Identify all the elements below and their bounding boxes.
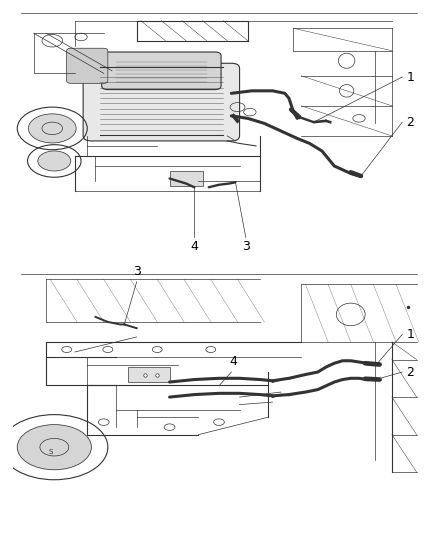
Bar (170, 171, 202, 186)
Text: S: S (48, 449, 53, 455)
Text: 4: 4 (230, 356, 237, 368)
Text: 1: 1 (406, 328, 414, 341)
Circle shape (38, 151, 71, 171)
Text: 3: 3 (242, 240, 250, 253)
Circle shape (17, 425, 92, 470)
Bar (128, 367, 170, 382)
Circle shape (28, 114, 76, 143)
Text: 4: 4 (191, 240, 198, 253)
Text: 3: 3 (133, 265, 141, 278)
FancyBboxPatch shape (102, 52, 221, 90)
Text: 1: 1 (406, 70, 414, 84)
FancyBboxPatch shape (67, 48, 108, 83)
Text: 2: 2 (406, 366, 414, 378)
FancyBboxPatch shape (83, 63, 240, 141)
Text: 2: 2 (406, 116, 414, 128)
